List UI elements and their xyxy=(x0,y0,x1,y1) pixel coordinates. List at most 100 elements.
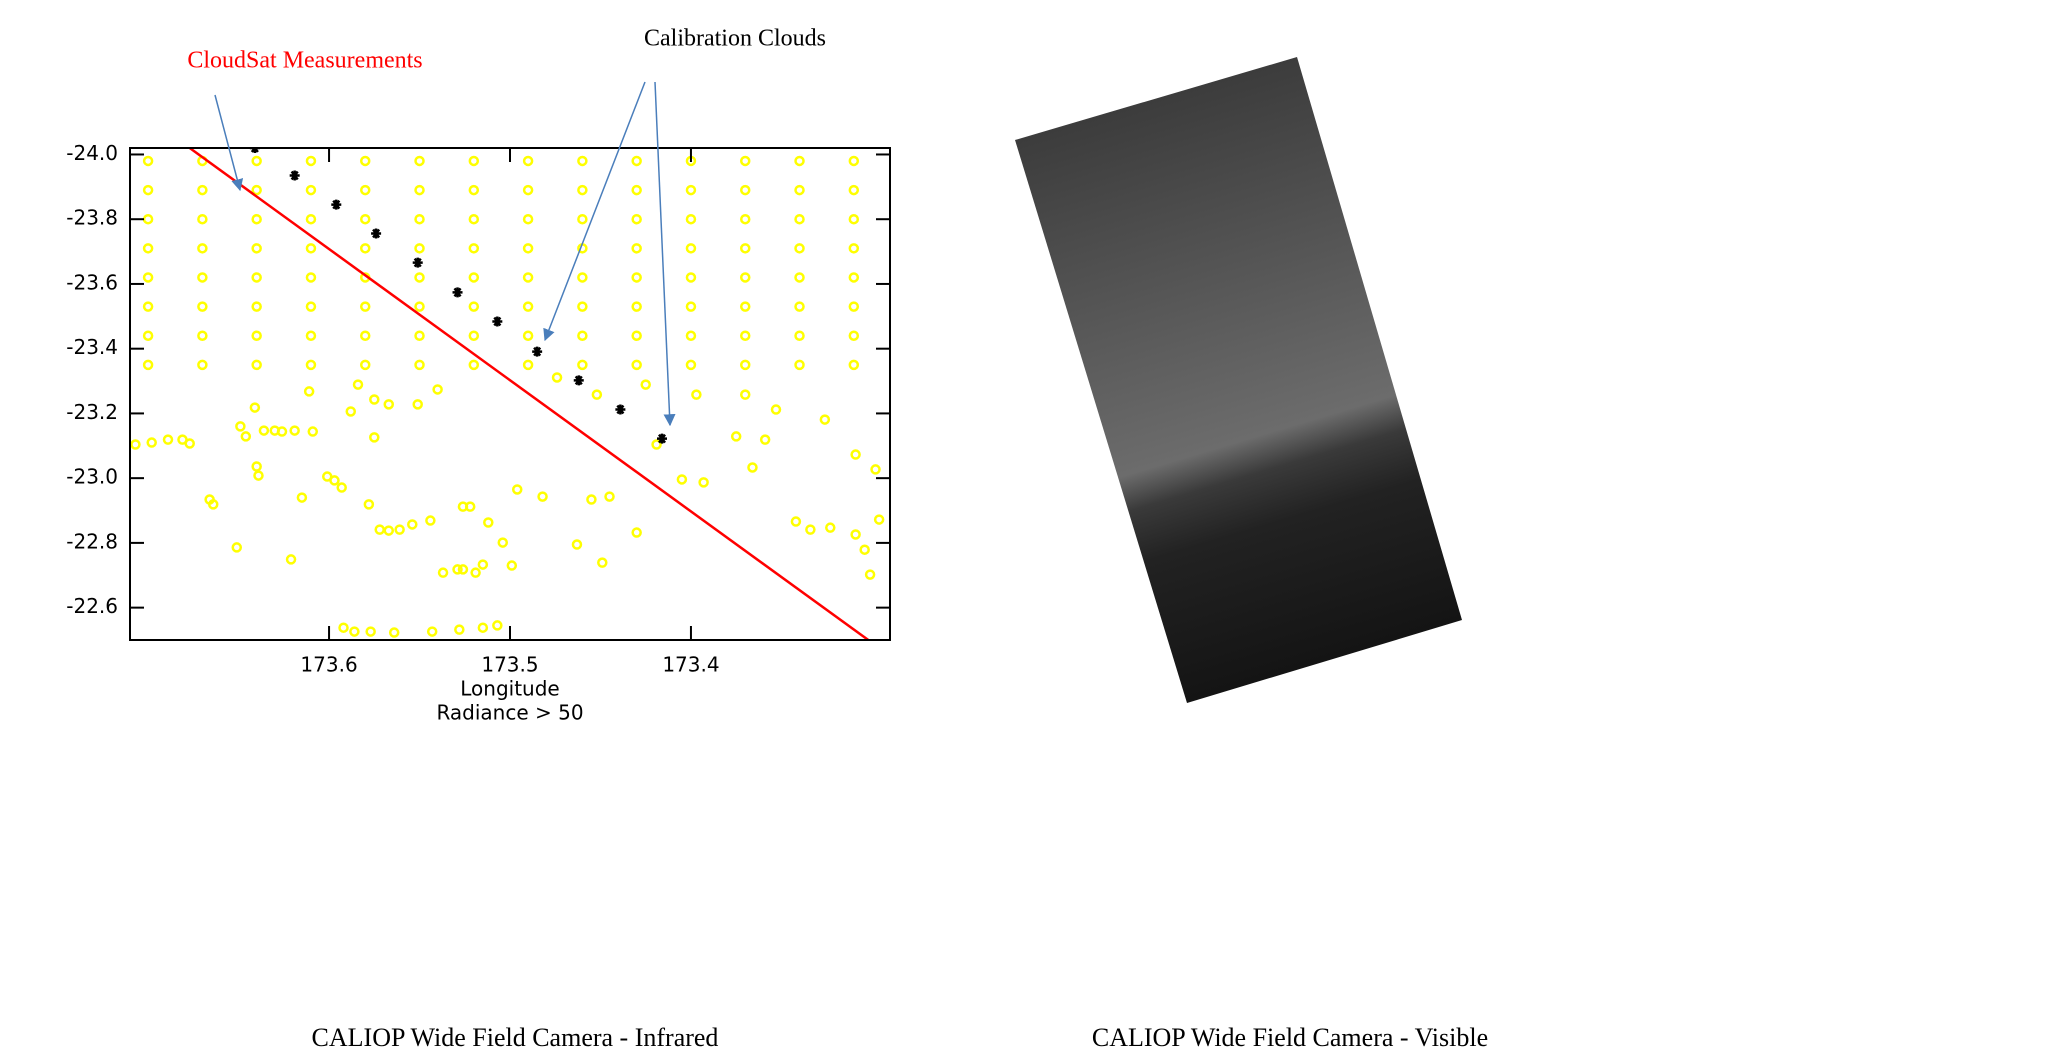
point xyxy=(796,303,804,311)
point xyxy=(513,485,521,493)
y-tick-label: -22.6 xyxy=(66,594,118,618)
point xyxy=(396,526,404,534)
point xyxy=(426,517,434,525)
plot-area xyxy=(131,143,883,640)
point xyxy=(861,546,869,554)
point xyxy=(678,475,686,483)
point xyxy=(361,332,369,340)
asterisk-point xyxy=(657,434,667,444)
point xyxy=(198,273,206,281)
point xyxy=(416,215,424,223)
asterisk-point xyxy=(492,316,502,326)
point xyxy=(390,629,398,637)
point xyxy=(850,244,858,252)
x-axis-subtitle: Radiance > 50 xyxy=(436,701,583,725)
point xyxy=(233,543,241,551)
point xyxy=(198,215,206,223)
point xyxy=(470,157,478,165)
point xyxy=(470,186,478,194)
point xyxy=(687,215,695,223)
point xyxy=(251,404,259,412)
point xyxy=(796,332,804,340)
point xyxy=(470,303,478,311)
point xyxy=(198,186,206,194)
point xyxy=(633,332,641,340)
point xyxy=(361,186,369,194)
point xyxy=(748,463,756,471)
point xyxy=(347,407,355,415)
y-tick-label: -24.0 xyxy=(66,141,118,165)
point xyxy=(459,565,467,573)
arrow xyxy=(545,82,645,340)
point xyxy=(470,244,478,252)
point xyxy=(796,273,804,281)
point xyxy=(741,273,749,281)
point xyxy=(254,472,262,480)
point xyxy=(633,361,641,369)
point xyxy=(741,332,749,340)
point xyxy=(470,215,478,223)
point xyxy=(479,624,487,632)
point xyxy=(850,332,858,340)
point xyxy=(687,303,695,311)
plot-frame xyxy=(130,148,890,640)
point xyxy=(470,273,478,281)
point xyxy=(796,361,804,369)
point xyxy=(361,303,369,311)
x-tick-label: 173.6 xyxy=(300,653,357,677)
point xyxy=(472,569,480,577)
x-tick-label: 173.5 xyxy=(481,653,538,677)
point xyxy=(385,527,393,535)
point xyxy=(524,273,532,281)
point xyxy=(852,451,860,459)
point xyxy=(253,273,261,281)
point xyxy=(354,381,362,389)
asterisk-point xyxy=(453,287,463,297)
point xyxy=(479,561,487,569)
line xyxy=(190,148,869,640)
point xyxy=(593,391,601,399)
point xyxy=(578,273,586,281)
point xyxy=(772,406,780,414)
point xyxy=(741,361,749,369)
point xyxy=(826,524,834,532)
point xyxy=(470,332,478,340)
point xyxy=(361,157,369,165)
asterisk-point xyxy=(413,258,423,268)
point xyxy=(253,303,261,311)
point xyxy=(741,157,749,165)
point xyxy=(309,428,317,436)
point xyxy=(361,244,369,252)
point xyxy=(260,427,268,435)
point xyxy=(741,244,749,252)
point xyxy=(307,186,315,194)
point xyxy=(741,186,749,194)
point xyxy=(367,628,375,636)
point xyxy=(298,494,306,502)
point xyxy=(370,396,378,404)
point xyxy=(144,244,152,252)
arrow xyxy=(655,82,670,425)
slide: Longitude Radiance > 50 CloudSat Measure… xyxy=(0,0,2046,1057)
point xyxy=(796,244,804,252)
point xyxy=(416,303,424,311)
point xyxy=(578,157,586,165)
point xyxy=(524,186,532,194)
visible-camera-image xyxy=(1015,57,1462,703)
point xyxy=(633,244,641,252)
point xyxy=(209,500,217,508)
point xyxy=(633,529,641,537)
point xyxy=(598,559,606,567)
point xyxy=(524,244,532,252)
point xyxy=(186,440,194,448)
point xyxy=(307,273,315,281)
point xyxy=(587,496,595,504)
point xyxy=(340,624,348,632)
point xyxy=(307,303,315,311)
point xyxy=(792,518,800,526)
point xyxy=(687,186,695,194)
point xyxy=(307,361,315,369)
point xyxy=(806,526,814,534)
point xyxy=(253,186,261,194)
point xyxy=(376,526,384,534)
